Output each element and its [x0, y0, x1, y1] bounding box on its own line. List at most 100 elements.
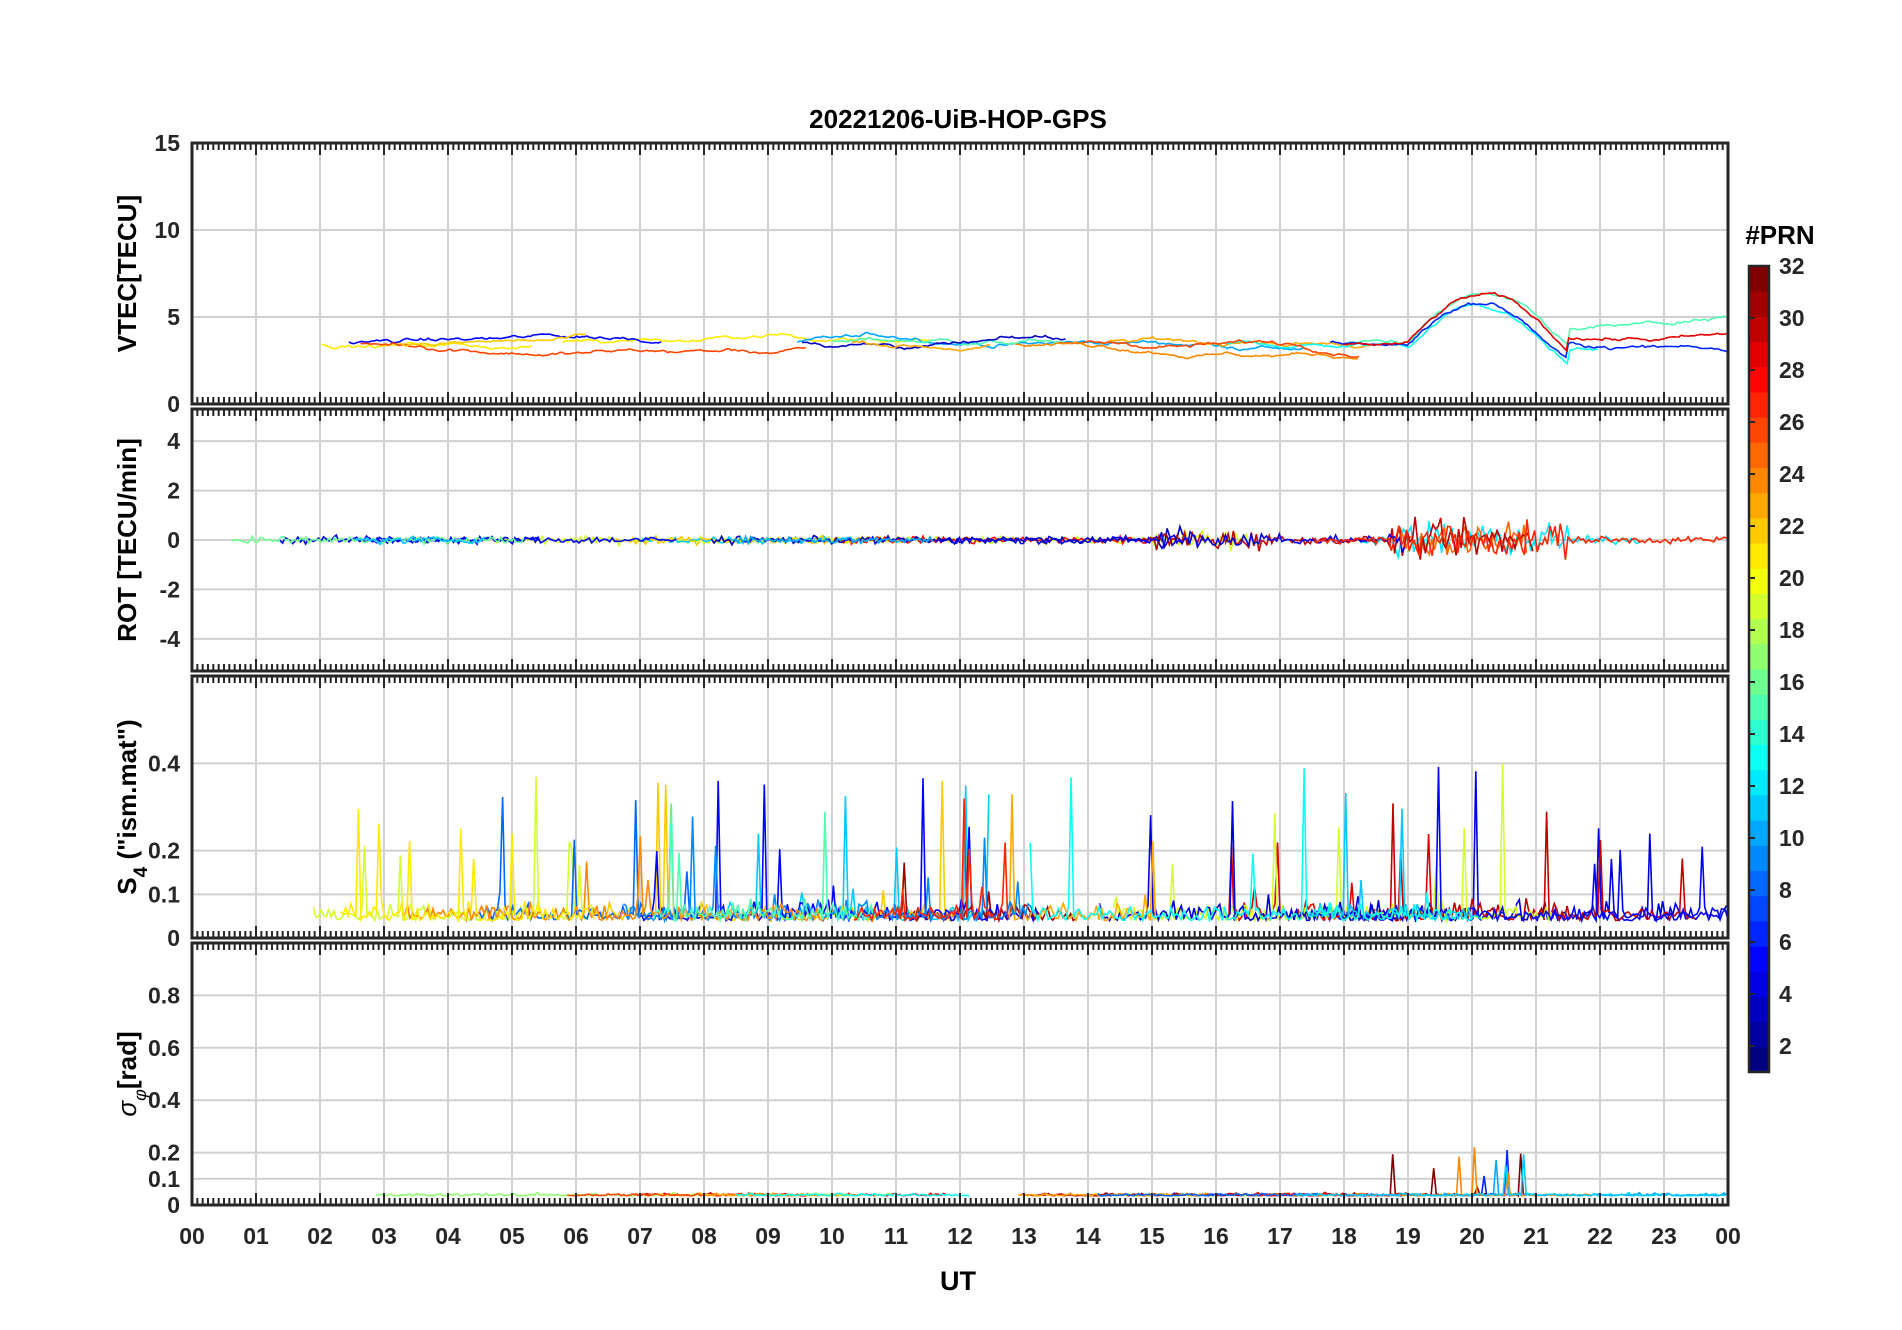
prn-trace: [1313, 519, 1727, 560]
prn-trace: [1343, 291, 1728, 353]
x-tick-label: 22: [1587, 1223, 1613, 1249]
colorbar-segment: [1749, 391, 1769, 418]
s4-y-tick-label: 0.4: [148, 750, 180, 776]
colorbar-tick-label: 6: [1779, 929, 1792, 955]
x-tick-label: 05: [499, 1223, 525, 1249]
colorbar-segment: [1749, 694, 1769, 720]
s4-y-axis-label: S4 ("ism.mat"): [112, 719, 152, 894]
colorbar-segment: [1749, 820, 1769, 846]
prn-trace: [938, 531, 1406, 554]
prn-trace: [567, 1191, 819, 1197]
prn-trace: [1097, 1192, 1318, 1197]
colorbar-segment: [1749, 920, 1769, 947]
colorbar-tick-label: 4: [1779, 981, 1792, 1007]
rot-y-tick-label: 2: [167, 478, 180, 504]
x-tick-label: 02: [307, 1223, 333, 1249]
x-tick-label: 09: [755, 1223, 781, 1249]
s4-y-tick-label: 0.2: [148, 838, 180, 864]
prn-trace: [851, 339, 991, 352]
prn-trace: [1059, 339, 1360, 359]
vtec-panel: 0 5 10 15 VTEC[TECU]: [112, 130, 1730, 417]
colorbar-segment: [1749, 845, 1769, 871]
sigma-y-tick-label: 0.8: [148, 982, 180, 1008]
x-tick-label: 08: [691, 1223, 717, 1249]
colorbar-segment: [1749, 517, 1769, 544]
s4-panel: 0 0.1 0.2 0.4S4 ("ism.mat"): [112, 674, 1730, 951]
colorbar-segment: [1749, 492, 1769, 519]
x-tick-label: 07: [627, 1223, 653, 1249]
colorbar-segment: [1749, 266, 1769, 292]
prn-trace: [736, 1192, 970, 1197]
chart-title: 20221206-UiB-HOP-GPS: [809, 104, 1107, 134]
sigma-y-axis-label: σφ[rad]: [112, 1031, 150, 1116]
prn-trace: [1015, 341, 1359, 360]
colorbar-segment: [1749, 417, 1769, 443]
x-tick-label: 23: [1651, 1223, 1677, 1249]
sigma-y-tick-label: 0.2: [148, 1140, 180, 1166]
prn-trace: [1029, 768, 1474, 923]
rot-minor-ticks: [191, 409, 1729, 671]
prn-trace: [1338, 766, 1728, 924]
s4-minor-ticks: [191, 676, 1729, 938]
x-tick-label: 10: [819, 1223, 845, 1249]
colorbar-tick-label: 14: [1779, 721, 1805, 747]
prn-trace: [1254, 1147, 1593, 1197]
prn-trace: [348, 333, 662, 345]
colorbar-segment: [1749, 794, 1769, 821]
colorbar-segment: [1749, 996, 1769, 1023]
vtec-grid: [191, 142, 1729, 405]
colorbar-frame: [1747, 264, 1771, 1074]
prn-trace: [1223, 833, 1438, 923]
vtec-y-tick-label: 15: [154, 130, 180, 156]
prn-trace: [398, 333, 586, 347]
s4-grid: [191, 676, 1729, 939]
prn-trace: [1330, 302, 1728, 359]
colorbar-segment: [1749, 442, 1769, 468]
sigma-y-tick-label: 0.4: [148, 1087, 180, 1113]
vtec-y-axis-label: VTEC[TECU]: [112, 195, 142, 352]
colorbar-segment: [1749, 1021, 1769, 1048]
colorbar-segment: [1749, 719, 1769, 746]
x-axis-label: UT: [940, 1266, 976, 1296]
sigma-minor-ticks: [191, 943, 1729, 1205]
sigma-y-tick-label: 0.6: [148, 1035, 180, 1061]
vtec-y-tick-label: 5: [167, 304, 180, 330]
x-tick-label: 17: [1267, 1223, 1293, 1249]
x-tick-label: 20: [1459, 1223, 1485, 1249]
x-tick-label: 14: [1075, 1223, 1101, 1249]
x-tick-label: 04: [435, 1223, 461, 1249]
prn-trace: [652, 803, 877, 924]
colorbar-tick-label: 30: [1779, 305, 1805, 331]
prn-trace: [1100, 335, 1370, 349]
colorbar-tick-label: 10: [1779, 825, 1805, 851]
colorbar-tick-label: 26: [1779, 409, 1805, 435]
rot-y-tick-label: 0: [167, 527, 180, 553]
sigma-y-tick-label: 0.1: [148, 1166, 180, 1192]
vtec-minor-ticks: [191, 143, 1729, 404]
colorbar-tick-label: 24: [1779, 461, 1805, 487]
s4-y-tick-label: 0: [167, 925, 180, 951]
prn-trace: [1036, 1153, 1527, 1198]
x-tick-label: 06: [563, 1223, 589, 1249]
prn-trace: [1295, 1154, 1727, 1197]
prn-trace: [711, 785, 990, 923]
colorbar-segment: [1749, 895, 1769, 922]
colorbar-tick-label: 32: [1779, 253, 1805, 279]
colorbar-segment: [1749, 467, 1769, 494]
prn-trace: [354, 535, 486, 546]
colorbar-segment: [1749, 870, 1769, 897]
x-tick-label: 15: [1139, 1223, 1165, 1249]
colorbar-tick-label: 2: [1779, 1033, 1792, 1059]
x-tick-label: 12: [947, 1223, 973, 1249]
vtec-y-tick-label: 0: [167, 391, 180, 417]
x-tick-label: 19: [1395, 1223, 1421, 1249]
x-tick-label: 16: [1203, 1223, 1229, 1249]
colorbar-segment: [1749, 291, 1769, 317]
prn-trace: [360, 342, 806, 357]
prn-trace: [1112, 763, 1553, 924]
prn-trace: [321, 341, 532, 350]
colorbar-tick-label: 18: [1779, 617, 1805, 643]
s4-y-tick-label: 0.1: [148, 881, 180, 907]
x-tick-label: 00: [179, 1223, 205, 1249]
